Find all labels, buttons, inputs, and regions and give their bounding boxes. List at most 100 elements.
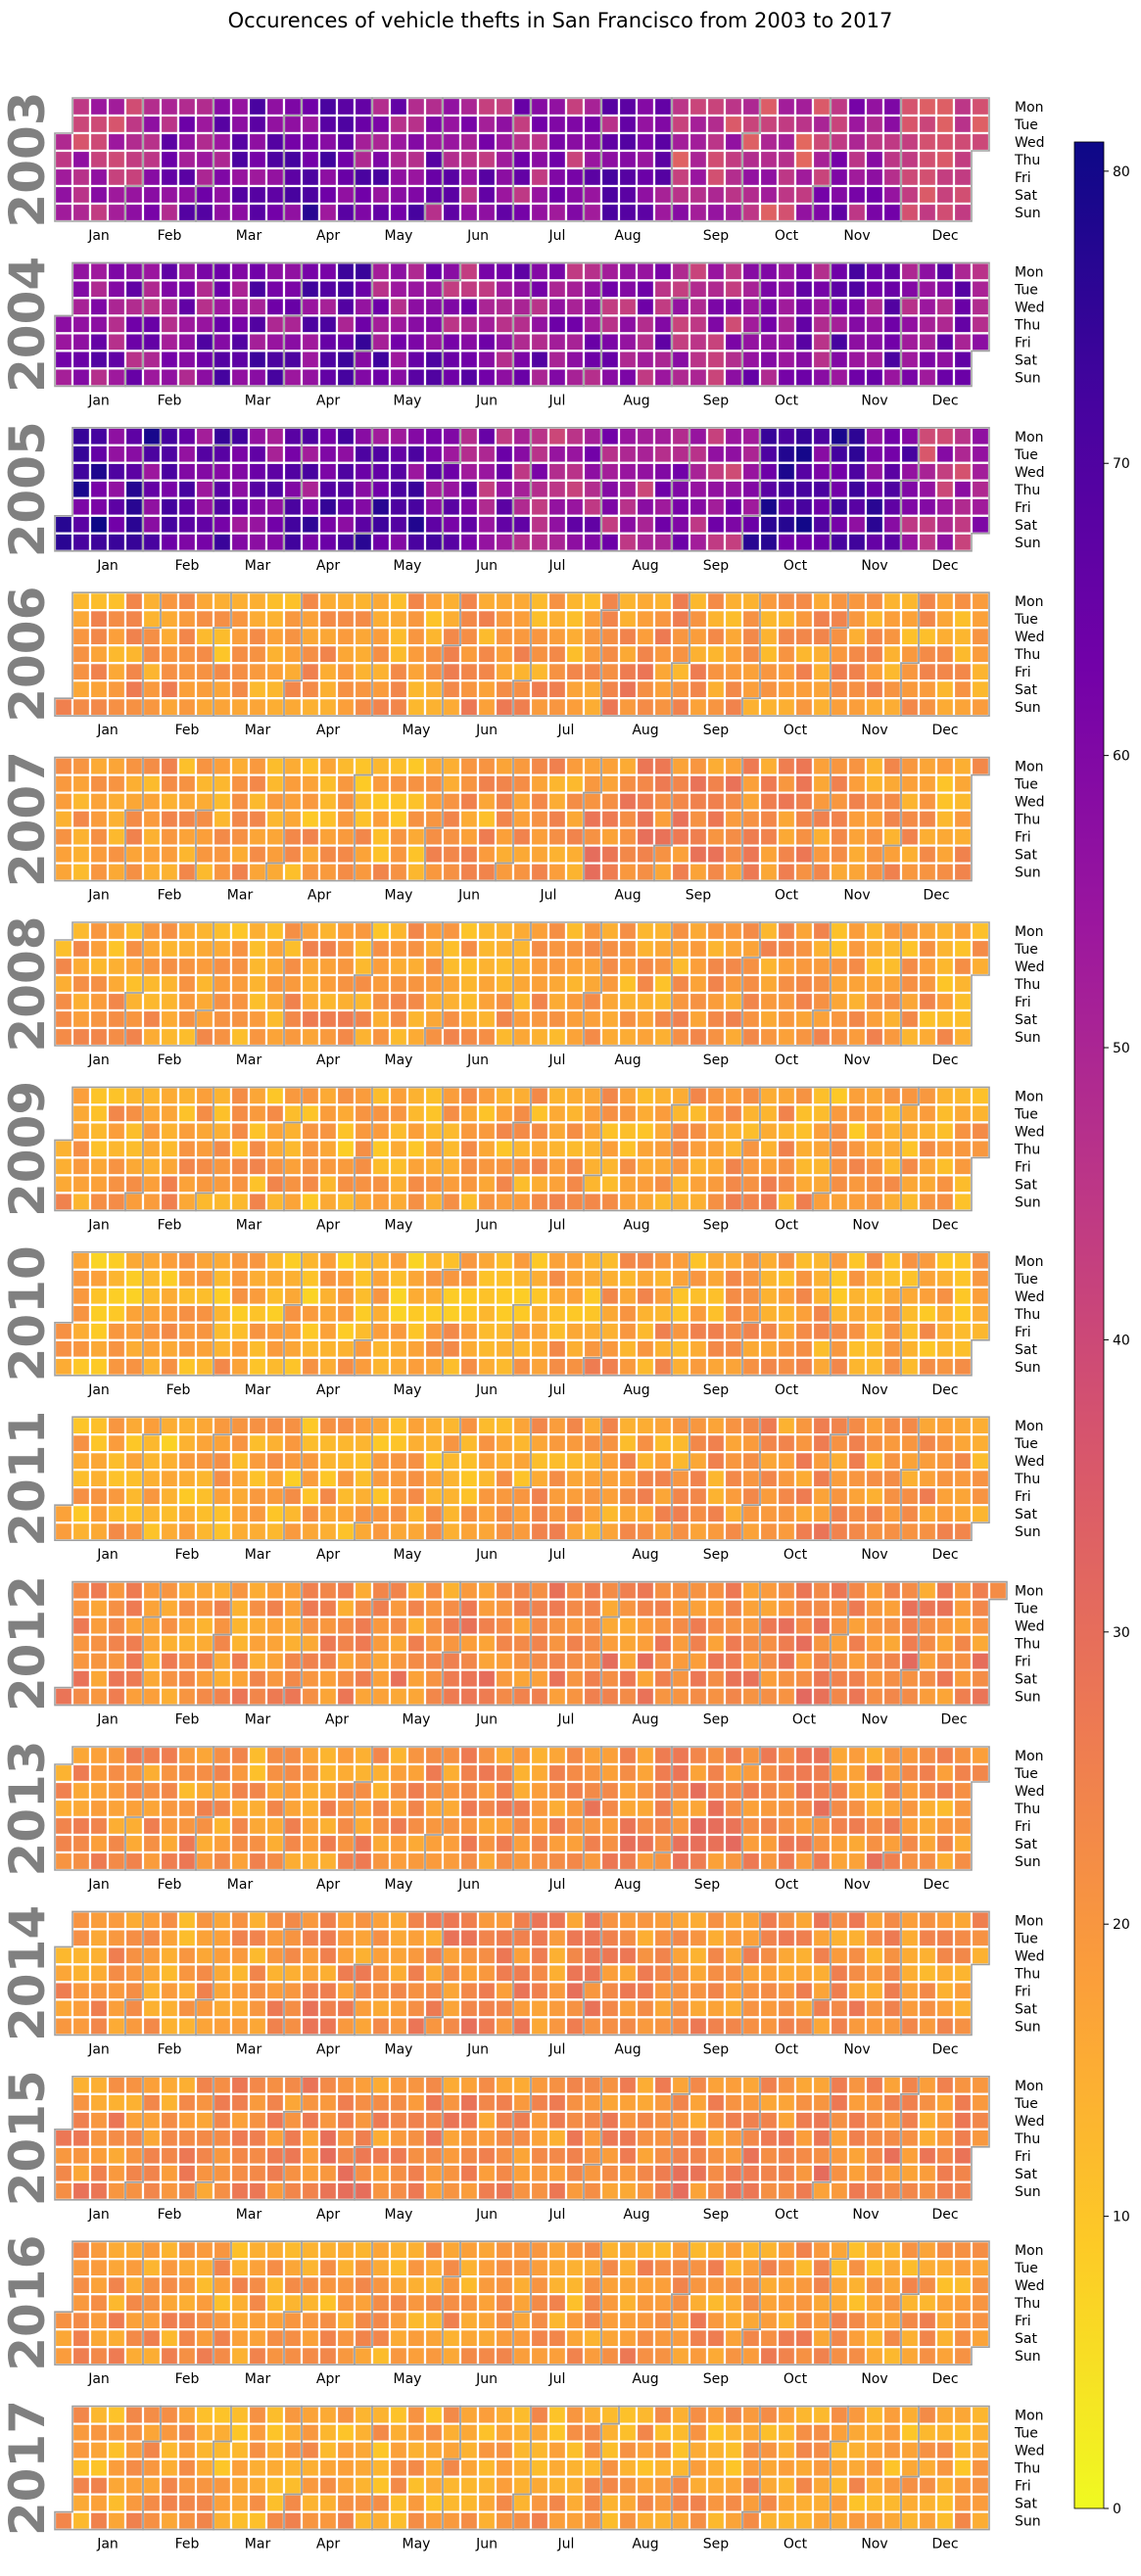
weekday-label: Wed bbox=[1015, 1948, 1045, 1964]
day-cell bbox=[617, 1469, 639, 1489]
day-cell bbox=[300, 1504, 321, 1524]
day-cell bbox=[511, 1139, 533, 1159]
day-cell bbox=[811, 1762, 832, 1784]
day-cell bbox=[547, 627, 568, 647]
day-cell bbox=[723, 662, 744, 682]
day-cell bbox=[934, 991, 956, 1012]
day-cell bbox=[123, 350, 145, 370]
day-cell bbox=[282, 1580, 304, 1601]
day-cell bbox=[952, 1963, 974, 1984]
day-cell bbox=[423, 1686, 445, 1707]
day-cell bbox=[229, 1762, 251, 1784]
day-cell bbox=[388, 1086, 409, 1106]
day-cell bbox=[864, 1910, 885, 1931]
day-cells bbox=[53, 426, 991, 552]
day-cell bbox=[405, 184, 427, 206]
day-cell bbox=[123, 1928, 145, 1948]
day-cell bbox=[423, 2092, 445, 2113]
day-cell bbox=[229, 1580, 251, 1601]
day-cell bbox=[194, 297, 215, 317]
day-cell bbox=[159, 261, 180, 282]
weekday-label: Sun bbox=[1015, 206, 1041, 221]
day-cell bbox=[529, 1103, 550, 1124]
day-cell bbox=[370, 1321, 392, 1341]
month-outlines bbox=[54, 1910, 990, 2037]
day-cell bbox=[776, 1910, 797, 1931]
day-cell bbox=[970, 697, 991, 718]
day-cell bbox=[564, 149, 586, 170]
year-label: 2003 bbox=[0, 91, 56, 227]
day-cell bbox=[529, 1286, 550, 1306]
day-cell bbox=[547, 809, 568, 829]
day-cell bbox=[881, 809, 903, 829]
day-cell bbox=[670, 938, 691, 960]
day-cell bbox=[934, 1192, 956, 1212]
day-cell bbox=[247, 1192, 268, 1212]
day-cell bbox=[617, 261, 639, 282]
day-cell bbox=[529, 1338, 550, 1359]
day-cell bbox=[388, 2145, 409, 2166]
day-cell bbox=[917, 920, 938, 942]
day-cell bbox=[335, 1008, 357, 1030]
day-cell bbox=[176, 1651, 198, 1671]
day-cell bbox=[917, 826, 938, 847]
day-cell bbox=[317, 496, 339, 517]
day-cell bbox=[952, 479, 974, 499]
day-cell bbox=[811, 1192, 832, 1212]
day-cell bbox=[317, 991, 339, 1012]
day-cell bbox=[793, 461, 815, 482]
day-cell bbox=[688, 627, 709, 647]
day-cell bbox=[829, 1486, 850, 1507]
day-cell bbox=[970, 461, 991, 482]
day-cell bbox=[864, 1598, 885, 1618]
day-cell bbox=[194, 1321, 215, 1341]
day-cell bbox=[282, 1303, 304, 1324]
day-cell bbox=[247, 1338, 268, 1359]
day-cell bbox=[106, 627, 127, 647]
day-cell bbox=[635, 1815, 656, 1837]
month-label: Dec bbox=[931, 1053, 958, 1068]
day-cell bbox=[617, 1651, 639, 1671]
day-cell bbox=[264, 1616, 286, 1636]
day-cell bbox=[688, 756, 709, 776]
day-cell bbox=[370, 2016, 392, 2037]
day-cell bbox=[511, 202, 533, 223]
day-cell bbox=[776, 1598, 797, 1618]
day-cell bbox=[617, 809, 639, 829]
day-cell bbox=[247, 514, 268, 535]
day-cell bbox=[247, 426, 268, 446]
day-cell bbox=[723, 844, 744, 865]
day-cell bbox=[740, 297, 762, 317]
day-cell bbox=[811, 514, 832, 535]
day-cell bbox=[388, 1598, 409, 1618]
day-cell bbox=[264, 350, 286, 370]
day-cell bbox=[441, 297, 462, 317]
day-cell bbox=[652, 426, 674, 446]
day-cell bbox=[194, 1928, 215, 1948]
day-cell bbox=[212, 114, 233, 135]
day-cell bbox=[529, 826, 550, 847]
month-label: Jun bbox=[475, 558, 498, 574]
day-cell bbox=[635, 1616, 656, 1636]
day-cell bbox=[970, 1139, 991, 1159]
day-cell bbox=[811, 479, 832, 499]
day-cell bbox=[370, 1928, 392, 1948]
day-cell bbox=[511, 1762, 533, 1784]
day-cell bbox=[229, 1998, 251, 2019]
day-cell bbox=[899, 1651, 921, 1671]
day-cell bbox=[617, 1103, 639, 1124]
day-cell bbox=[547, 261, 568, 282]
day-cell bbox=[229, 920, 251, 942]
day-cell bbox=[670, 1286, 691, 1306]
day-cell bbox=[494, 514, 515, 535]
day-cell bbox=[723, 756, 744, 776]
day-cell bbox=[176, 426, 198, 446]
day-cell bbox=[282, 1356, 304, 1377]
day-cell bbox=[458, 844, 480, 865]
day-cell bbox=[212, 2128, 233, 2148]
day-cell bbox=[106, 791, 127, 812]
day-cell bbox=[423, 114, 445, 135]
day-cell bbox=[300, 1156, 321, 1177]
day-cell bbox=[300, 1174, 321, 1194]
